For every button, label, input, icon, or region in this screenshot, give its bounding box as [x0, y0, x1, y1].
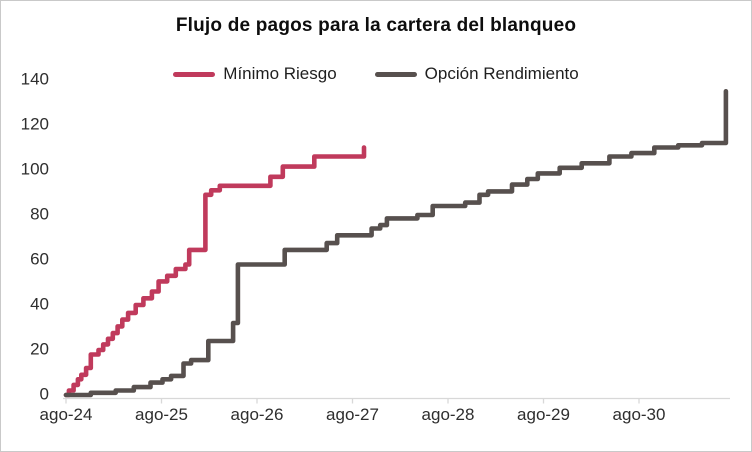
legend-line-swatch-opcion-rendimiento: [374, 71, 417, 77]
x-tick-label: ago-30: [612, 405, 666, 424]
legend-line-swatch-minimo-riesgo: [173, 71, 216, 77]
legend: Mínimo Riesgo Opción Rendimiento: [1, 64, 751, 84]
y-tick-label: 80: [30, 204, 49, 224]
y-tick-label: 0: [39, 384, 49, 404]
legend-item-opcion-rendimiento: Opción Rendimiento: [374, 64, 579, 84]
y-tick-label: 120: [20, 114, 49, 134]
x-tick-label: ago-25: [135, 405, 188, 424]
x-tick-label: ago-26: [230, 405, 284, 424]
x-tick-label: ago-24: [39, 405, 93, 424]
y-tick-label: 60: [30, 249, 49, 269]
series-line-minimo-riesgo: [63, 145, 367, 398]
x-tick-label: ago-29: [517, 405, 570, 424]
chart-title: Flujo de pagos para la cartera del blanq…: [175, 15, 577, 36]
y-tick-label: 100: [20, 159, 49, 179]
y-tick-label: 40: [30, 294, 49, 314]
y-tick-label: 140: [20, 69, 49, 89]
legend-item-minimo-riesgo: Mínimo Riesgo: [173, 64, 337, 84]
legend-label-opcion-rendimiento: Opción Rendimiento: [424, 64, 579, 83]
legend-label-minimo-riesgo: Mínimo Riesgo: [223, 64, 337, 83]
y-tick-label: 20: [30, 339, 49, 359]
series-line-opcion-rendimiento: [63, 89, 729, 398]
x-tick-label: ago-28: [421, 405, 475, 424]
x-tick-label: ago-27: [326, 405, 379, 424]
